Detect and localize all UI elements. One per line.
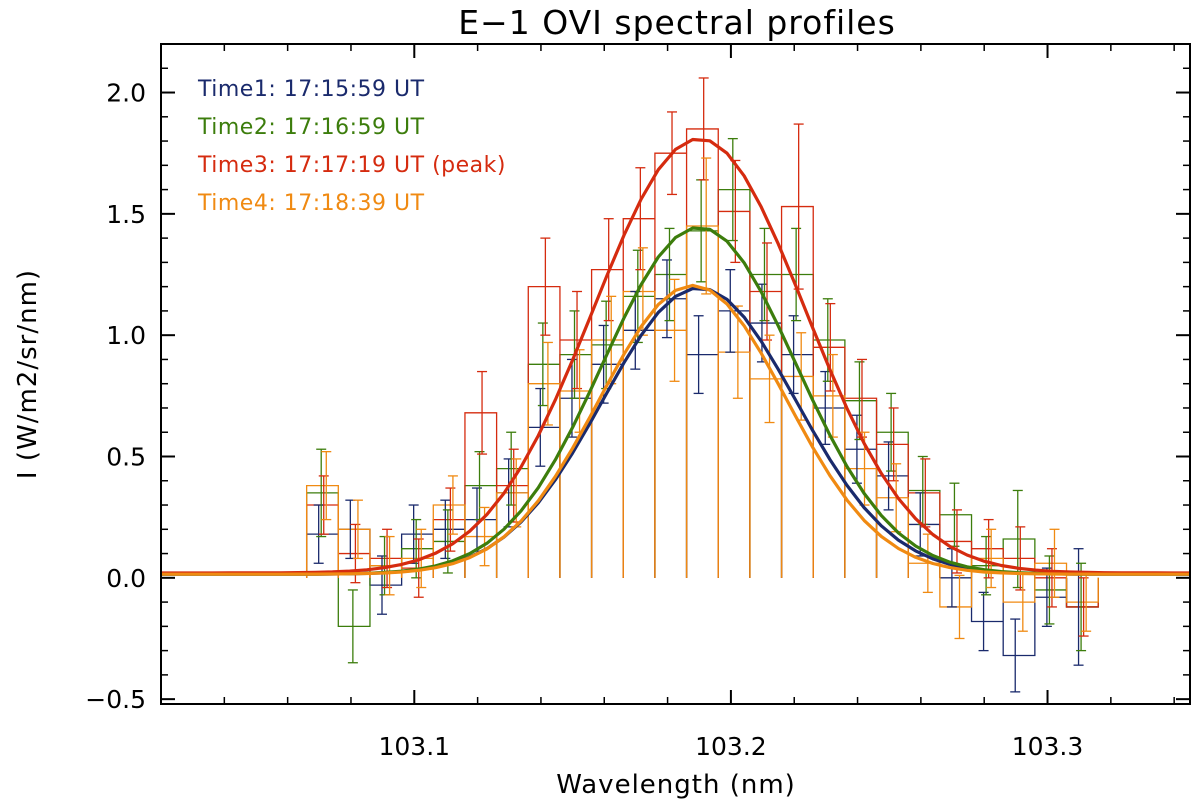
fit-curves bbox=[161, 137, 1190, 576]
x-tick-label: 103.3 bbox=[1012, 732, 1084, 761]
y-tick-label: 0.0 bbox=[106, 564, 146, 593]
y-tick-label: −0.5 bbox=[85, 685, 146, 714]
x-tick-label: 103.2 bbox=[695, 732, 767, 761]
y-axis-label: I (W/m2/sr/nm) bbox=[13, 269, 43, 479]
fit-curve-4 bbox=[161, 283, 1190, 576]
plot-area bbox=[161, 77, 1190, 693]
legend-entry-2: Time2: 17:16:59 UT bbox=[197, 115, 425, 140]
fit-curve-3 bbox=[161, 137, 1190, 575]
y-tick-label: 1.5 bbox=[106, 200, 146, 229]
histogram-1 bbox=[305, 298, 1099, 657]
histograms bbox=[305, 128, 1099, 657]
y-tick-label: 1.0 bbox=[106, 321, 146, 350]
chart-title: E−1 OVI spectral profiles bbox=[458, 3, 896, 42]
histogram-4 bbox=[305, 225, 1099, 608]
histogram-3 bbox=[305, 128, 1099, 608]
error-bars bbox=[313, 77, 1092, 693]
x-axis-label: Wavelength (nm) bbox=[556, 770, 796, 800]
legend-entry-3: Time3: 17:17:19 UT (peak) bbox=[197, 153, 506, 178]
y-tick-label: 2.0 bbox=[106, 79, 146, 108]
legend-entry-4: Time4: 17:18:39 UT bbox=[197, 191, 425, 216]
plot-frame bbox=[160, 43, 1191, 705]
y-tick-label: 0.5 bbox=[106, 443, 146, 472]
fit-curve-1 bbox=[161, 286, 1190, 576]
legend: Time1: 17:15:59 UT Time2: 17:16:59 UT Time… bbox=[197, 77, 506, 216]
legend-entry-1: Time1: 17:15:59 UT bbox=[197, 77, 425, 102]
x-tick-label: 103.1 bbox=[379, 732, 451, 761]
